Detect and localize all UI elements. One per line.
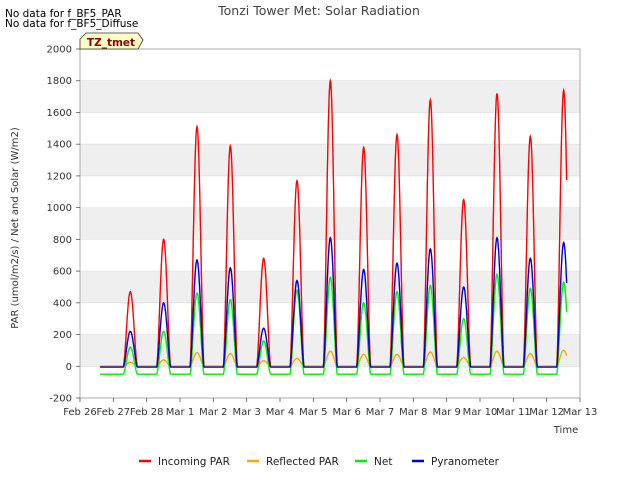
y-tick-label: 1800 [47,76,72,87]
series-line-pyranometer [100,236,568,368]
x-tick-label: Mar 9 [432,407,460,418]
x-tick-label: Mar 2 [199,407,227,418]
grid-band [80,144,580,176]
series-line-reflected-par [100,349,568,367]
legend-label: Net [374,456,392,468]
y-tick-label: 1600 [47,108,72,119]
x-tick-label: Mar 8 [399,407,427,418]
legend: Incoming PAR Reflected PAR Net Pyranometer [139,456,500,468]
y-tick-label: 200 [53,330,72,341]
site-badge-label: TZ_tmet [87,37,135,49]
y-tick-label: 600 [53,267,72,278]
y-tick-label: 0 [66,362,72,373]
y-tick-label: 1200 [47,171,72,182]
grid-band [80,334,580,367]
x-axis-title: Time [553,425,578,436]
x-tick-label: Mar 4 [266,407,294,418]
y-tick-label: 1000 [47,203,72,214]
x-tick-label: Mar 13 [563,407,598,418]
x-tick-label: Mar 5 [299,407,327,418]
y-tick-label: 400 [53,298,72,309]
x-tick-label: Mar 10 [463,407,498,418]
grid-band [80,207,580,240]
plot-frame [79,48,581,399]
y-axis-title: PAR (umol/m2/s) / Net and Solar (W/m2) [10,127,21,329]
x-tick-label: Mar 1 [166,407,194,418]
y-tick-label: 2000 [47,45,72,56]
series-line-net [100,273,568,375]
grid-band [80,271,580,303]
legend-label: Pyranometer [431,456,500,468]
x-tick-label: Mar 6 [332,407,360,418]
y-tick-label: 800 [53,235,72,246]
x-tick-label: Feb 28 [130,407,164,418]
x-tick-label: Mar 11 [496,407,531,418]
x-tick-label: Mar 3 [232,407,260,418]
y-tick-label: -200 [49,394,72,405]
legend-label: Reflected PAR [266,456,339,468]
x-tick-label: Mar 7 [366,407,394,418]
site-badge: TZ_tmet [79,32,144,50]
x-tick-label: Mar 12 [529,407,564,418]
no-data-notice-par: No data for f_BF5_PAR [5,8,122,20]
legend-label: Incoming PAR [158,456,230,468]
x-tick-label: Feb 26 [63,407,97,418]
no-data-notice-diffuse: No data for f_BF5_Diffuse [5,18,139,30]
y-tick-label: 1400 [47,140,72,151]
chart-title: Tonzi Tower Met: Solar Radiation [217,3,420,18]
x-tick-label: Feb 27 [97,407,131,418]
